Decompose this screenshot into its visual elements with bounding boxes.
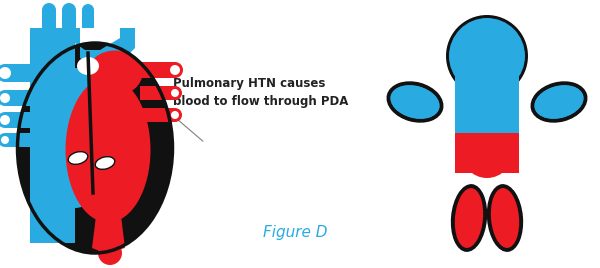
Ellipse shape [535,85,584,119]
Ellipse shape [17,43,173,253]
Circle shape [98,241,122,265]
Circle shape [0,115,10,125]
Circle shape [170,65,180,75]
Circle shape [0,64,14,82]
Ellipse shape [37,68,113,208]
Circle shape [0,93,10,103]
Polygon shape [30,28,75,243]
Polygon shape [140,86,175,100]
Ellipse shape [487,184,523,252]
Ellipse shape [391,85,440,119]
Circle shape [42,3,56,17]
Circle shape [0,67,11,79]
Polygon shape [5,133,55,147]
Polygon shape [92,208,125,253]
Circle shape [171,89,179,97]
Text: Pulmonary HTN causes
blood to flow through PDA: Pulmonary HTN causes blood to flow throu… [173,77,349,108]
Polygon shape [5,112,55,128]
Ellipse shape [535,85,584,119]
Circle shape [446,15,528,97]
Circle shape [0,133,12,147]
Polygon shape [455,73,519,133]
Polygon shape [455,133,519,173]
Ellipse shape [386,81,443,123]
Circle shape [171,111,179,119]
Ellipse shape [455,68,519,164]
Ellipse shape [455,188,483,248]
Polygon shape [62,10,76,28]
Polygon shape [45,28,135,68]
Ellipse shape [491,188,519,248]
Ellipse shape [530,81,587,123]
Ellipse shape [95,157,115,169]
Polygon shape [42,10,56,28]
Circle shape [82,4,94,16]
Circle shape [0,112,13,128]
Circle shape [168,86,182,100]
Circle shape [0,90,13,106]
Circle shape [168,108,182,122]
Text: Figure D: Figure D [263,225,327,240]
Circle shape [167,62,183,78]
Circle shape [449,18,525,94]
Ellipse shape [451,184,487,252]
Polygon shape [140,62,175,78]
Polygon shape [82,10,94,28]
Ellipse shape [68,152,88,164]
Ellipse shape [460,118,515,178]
Ellipse shape [391,85,440,119]
Polygon shape [5,64,55,82]
Ellipse shape [77,57,99,75]
Polygon shape [5,90,55,106]
Ellipse shape [88,50,143,95]
Circle shape [1,136,9,144]
Ellipse shape [65,77,151,222]
Circle shape [62,3,76,17]
Ellipse shape [460,68,515,152]
Polygon shape [140,108,175,122]
